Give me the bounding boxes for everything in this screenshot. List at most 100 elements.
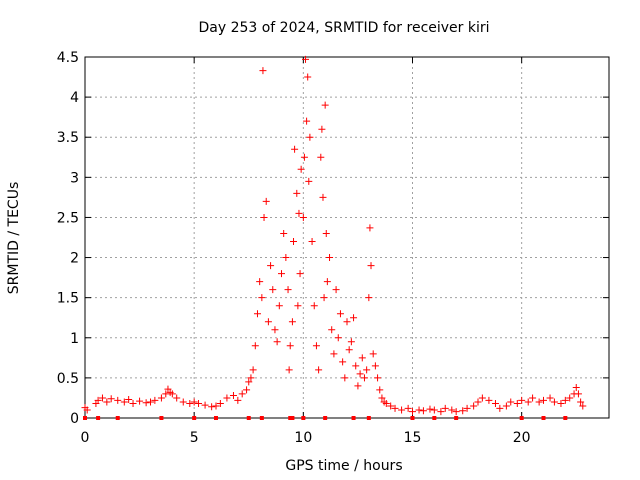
data-point — [415, 406, 423, 414]
data-point — [147, 398, 154, 406]
data-point — [251, 342, 259, 350]
data-point — [278, 270, 285, 278]
bottom-point — [351, 416, 356, 420]
data-point — [518, 396, 526, 404]
data-point — [419, 407, 427, 415]
bottom-point — [259, 416, 264, 420]
bottom-point — [290, 416, 295, 420]
data-point — [323, 278, 331, 286]
data-point — [273, 338, 281, 346]
data-point — [253, 310, 261, 318]
data-point — [120, 398, 128, 406]
data-point — [285, 366, 293, 374]
data-point — [259, 67, 267, 75]
data-point — [83, 406, 91, 414]
data-point — [107, 395, 115, 403]
data-point — [304, 73, 312, 81]
data-point — [223, 394, 231, 402]
data-point — [291, 145, 299, 153]
data-point — [374, 374, 382, 382]
data-point — [186, 400, 194, 408]
data-point — [345, 346, 353, 354]
y-tick-label: 4 — [70, 90, 79, 106]
data-point — [271, 326, 279, 334]
data-point — [507, 398, 515, 406]
plot-frame — [84, 56, 610, 419]
data-point — [286, 342, 294, 350]
data-point — [275, 302, 283, 310]
data-point — [297, 165, 305, 173]
data-point — [398, 406, 406, 414]
data-point — [470, 402, 478, 410]
data-point — [577, 398, 585, 406]
x-axis-label: GPS time / hours — [285, 458, 402, 474]
data-point — [430, 406, 438, 414]
data-point — [320, 294, 328, 302]
data-point — [502, 402, 510, 410]
data-point — [546, 394, 554, 402]
data-point — [441, 404, 449, 412]
bottom-point — [454, 416, 459, 420]
data-point — [426, 405, 434, 413]
tick-labels: 0 0.5 1 1.5 2 2.5 3 3.5 4 4.5 0 5 10 15 20 — [57, 50, 531, 446]
data-point — [290, 238, 298, 246]
data-point — [312, 342, 320, 350]
data-point — [330, 350, 338, 358]
data-point — [371, 362, 379, 370]
data-point — [579, 402, 587, 410]
bottom-point — [246, 416, 251, 420]
data-point — [216, 400, 224, 408]
data-point — [448, 406, 456, 414]
bottom-point — [83, 416, 87, 420]
data-point — [363, 366, 371, 374]
data-point — [173, 394, 181, 402]
bottom-point — [541, 416, 546, 420]
data-point — [284, 286, 292, 294]
data-point — [114, 396, 122, 404]
x-tick-label: 20 — [513, 430, 531, 446]
y-tick-label: 0.5 — [57, 371, 79, 387]
data-point — [190, 398, 198, 406]
data-point — [566, 394, 574, 402]
data-point — [366, 224, 374, 232]
data-point — [306, 133, 314, 141]
data-point — [269, 286, 277, 294]
data-point — [293, 189, 301, 197]
data-point — [208, 403, 216, 411]
chart-title: Day 253 of 2024, SRMTID for receiver kir… — [198, 20, 489, 36]
data-point — [318, 125, 326, 133]
data-point — [142, 399, 150, 407]
data-point — [574, 390, 582, 398]
data-point — [94, 396, 102, 404]
data-point — [540, 396, 547, 404]
data-point — [341, 374, 349, 382]
x-tick-label: 5 — [190, 430, 199, 446]
data-point — [354, 382, 362, 390]
data-point — [404, 404, 412, 412]
data-point — [136, 397, 144, 405]
data-point — [343, 318, 351, 326]
data-point — [550, 398, 558, 406]
data-point — [294, 302, 302, 310]
data-point — [391, 404, 399, 412]
data-point — [463, 404, 471, 412]
y-tick-label: 3 — [70, 170, 79, 186]
data-point — [478, 394, 486, 402]
data-point — [162, 390, 170, 398]
data-point — [195, 400, 203, 408]
y-tick-label: 0 — [70, 411, 79, 427]
data-point — [321, 101, 329, 109]
data-point — [249, 366, 257, 374]
data-point — [168, 390, 176, 398]
data-point — [267, 262, 275, 270]
x-tick-label: 0 — [81, 430, 90, 446]
data-point — [358, 354, 366, 362]
data-point — [258, 294, 266, 302]
bottom-point — [96, 416, 101, 420]
data-point — [157, 394, 165, 402]
grid — [85, 57, 609, 418]
data-point — [125, 396, 133, 404]
data-point — [382, 400, 390, 408]
data-point — [491, 400, 499, 408]
data-point — [572, 384, 580, 392]
